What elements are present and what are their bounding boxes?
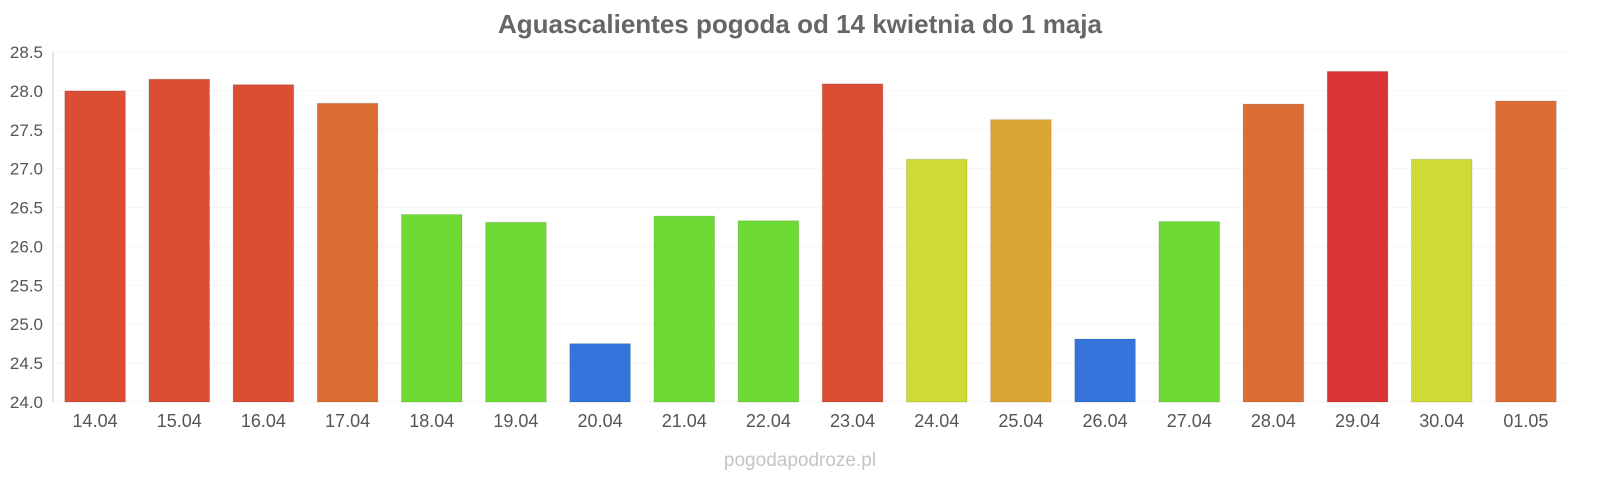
bar-14.04[interactable] xyxy=(64,90,126,403)
y-axis-ticks: 24.0 24.5 25.0 25.5 26.0 26.5 27.0 27.5 28.0 28.5 xyxy=(10,43,43,412)
bar-21.04[interactable] xyxy=(653,215,716,403)
y-tick-label: 27.0 xyxy=(10,160,43,179)
x-tick-label: 29.04 xyxy=(1335,411,1380,431)
bar-29.04[interactable] xyxy=(1326,70,1389,403)
x-tick-label: 14.04 xyxy=(73,411,118,431)
x-tick-label: 28.04 xyxy=(1251,411,1296,431)
x-tick-label: 20.04 xyxy=(578,411,623,431)
y-tick-label: 24.0 xyxy=(10,393,43,412)
bar-23.04[interactable] xyxy=(821,83,884,403)
x-tick-label: 22.04 xyxy=(746,411,791,431)
y-tick-label: 26.5 xyxy=(10,199,43,218)
bar-27.04[interactable] xyxy=(1158,221,1221,403)
grid-layer xyxy=(53,51,1568,403)
bar-17.04[interactable] xyxy=(316,102,379,403)
y-tick-label: 25.0 xyxy=(10,315,43,334)
y-tick-label: 27.5 xyxy=(10,121,43,140)
bar-24.04[interactable] xyxy=(905,158,968,403)
x-tick-label: 26.04 xyxy=(1083,411,1128,431)
y-tick-label: 24.5 xyxy=(10,354,43,373)
bar-19.04[interactable] xyxy=(485,221,547,403)
x-tick-label: 19.04 xyxy=(493,411,538,431)
x-tick-label: 24.04 xyxy=(914,411,959,431)
x-tick-label: 17.04 xyxy=(325,411,370,431)
x-tick-label: 21.04 xyxy=(662,411,707,431)
bar-18.04[interactable] xyxy=(400,214,463,403)
bar-22.04[interactable] xyxy=(737,220,800,403)
y-tick-label: 28.5 xyxy=(10,43,43,62)
x-tick-label: 01.05 xyxy=(1503,411,1548,431)
y-tick-label: 26.0 xyxy=(10,237,43,256)
bar-30.04[interactable] xyxy=(1410,158,1473,403)
x-tick-label: 15.04 xyxy=(157,411,202,431)
bar-20.04[interactable] xyxy=(569,343,631,403)
x-axis-ticks: 14.04 15.04 16.04 17.04 18.04 19.04 20.04 21.04… xyxy=(73,411,1549,431)
chart-title: Aguascalientes pogoda od 14 kwietnia do … xyxy=(498,9,1102,39)
x-tick-label: 30.04 xyxy=(1419,411,1464,431)
bar-01.05[interactable] xyxy=(1495,100,1557,403)
y-tick-label: 28.0 xyxy=(10,82,43,101)
bars-layer xyxy=(64,70,1557,403)
x-tick-label: 18.04 xyxy=(409,411,454,431)
bar-16.04[interactable] xyxy=(232,84,295,403)
x-tick-label: 23.04 xyxy=(830,411,875,431)
bar-28.04[interactable] xyxy=(1242,103,1305,403)
bar-25.04[interactable] xyxy=(990,119,1052,403)
footer-watermark: pogodapodroze.pl xyxy=(724,450,876,471)
x-tick-label: 25.04 xyxy=(998,411,1043,431)
bar-26.04[interactable] xyxy=(1074,338,1136,403)
bar-15.04[interactable] xyxy=(148,78,211,403)
x-tick-label: 16.04 xyxy=(241,411,286,431)
y-tick-label: 25.5 xyxy=(10,276,43,295)
x-tick-label: 27.04 xyxy=(1167,411,1212,431)
